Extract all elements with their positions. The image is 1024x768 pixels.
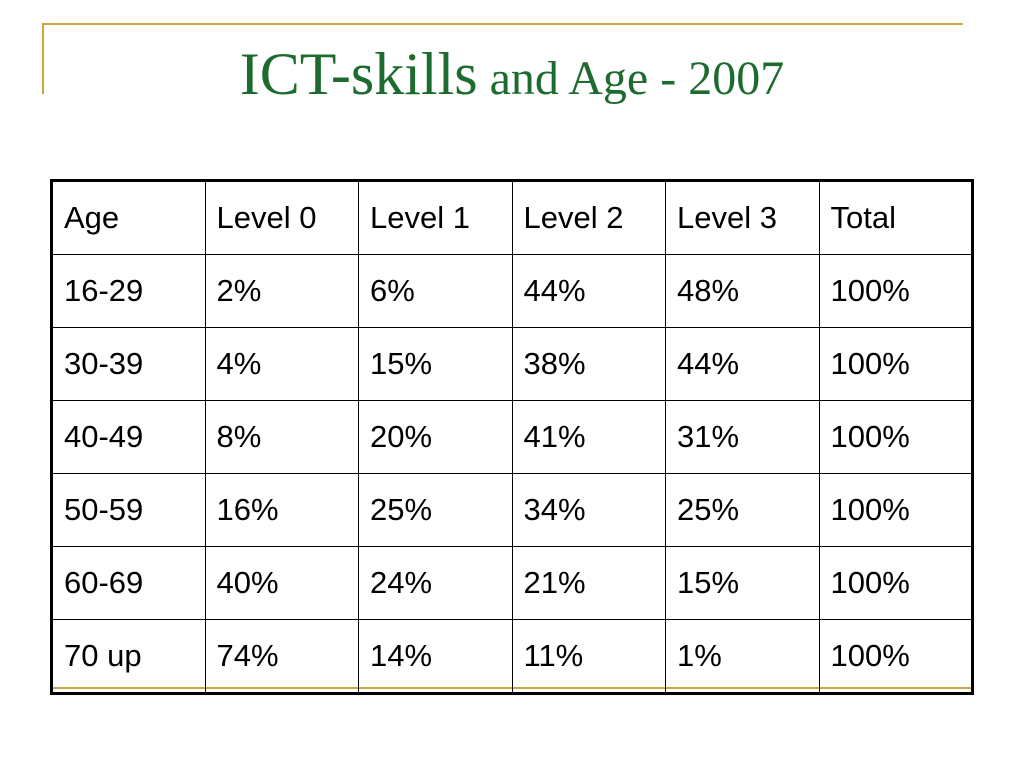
table-cell: 74% (204, 619, 359, 694)
decorative-left-line (42, 23, 44, 94)
table-row: 70 up 74% 14% 11% 1% 100% (51, 619, 973, 694)
table-cell: 100% (818, 254, 973, 328)
header-cell-level-0: Level 0 (204, 180, 359, 255)
table-cell: 40% (204, 546, 359, 620)
table-cell: 50-59 (51, 473, 206, 547)
table-cell: 16% (204, 473, 359, 547)
table-cell: 44% (665, 327, 820, 401)
table-row: 50-59 16% 25% 34% 25% 100% (51, 473, 973, 547)
table-cell: 34% (511, 473, 666, 547)
table-cell: 24% (358, 546, 513, 620)
table-cell: 100% (818, 546, 973, 620)
slide-title: ICT-skills and Age - 2007 (0, 44, 1024, 104)
decorative-top-line (42, 23, 963, 25)
table-cell: 100% (818, 327, 973, 401)
table-cell: 8% (204, 400, 359, 474)
ict-skills-table: Age Level 0 Level 1 Level 2 Level 3 Tota… (50, 179, 974, 695)
table-cell: 44% (511, 254, 666, 328)
table-cell: 1% (665, 619, 820, 694)
table-cell: 38% (511, 327, 666, 401)
title-main: ICT-skills (239, 41, 478, 107)
table-cell: 15% (665, 546, 820, 620)
table-row: 60-69 40% 24% 21% 15% 100% (51, 546, 973, 620)
table-row: 30-39 4% 15% 38% 44% 100% (51, 327, 973, 401)
table-cell: 30-39 (51, 327, 206, 401)
title-secondary: and Age - 2007 (477, 52, 785, 105)
header-cell-total: Total (818, 180, 973, 255)
table-cell: 6% (358, 254, 513, 328)
table-cell: 4% (204, 327, 359, 401)
table-cell: 16-29 (51, 254, 206, 328)
table-cell: 25% (358, 473, 513, 547)
table-cell: 11% (511, 619, 666, 694)
table-cell: 70 up (51, 619, 206, 694)
table-cell: 15% (358, 327, 513, 401)
table-cell: 60-69 (51, 546, 206, 620)
table-cell: 21% (511, 546, 666, 620)
header-cell-level-1: Level 1 (358, 180, 513, 255)
table-cell: 31% (665, 400, 820, 474)
table-cell: 14% (358, 619, 513, 694)
table-container: Age Level 0 Level 1 Level 2 Level 3 Tota… (50, 179, 974, 695)
table-row: 16-29 2% 6% 44% 48% 100% (51, 254, 973, 328)
table-cell: 20% (358, 400, 513, 474)
table-cell: 2% (204, 254, 359, 328)
table-cell: 25% (665, 473, 820, 547)
table-cell: 100% (818, 473, 973, 547)
header-cell-level-2: Level 2 (511, 180, 666, 255)
table-header-row: Age Level 0 Level 1 Level 2 Level 3 Tota… (51, 180, 973, 255)
table-cell: 48% (665, 254, 820, 328)
table-cell: 100% (818, 619, 973, 694)
table-cell: 100% (818, 400, 973, 474)
table-cell: 40-49 (51, 400, 206, 474)
header-cell-age: Age (51, 180, 206, 255)
header-cell-level-3: Level 3 (665, 180, 820, 255)
table-cell: 41% (511, 400, 666, 474)
table-row: 40-49 8% 20% 41% 31% 100% (51, 400, 973, 474)
